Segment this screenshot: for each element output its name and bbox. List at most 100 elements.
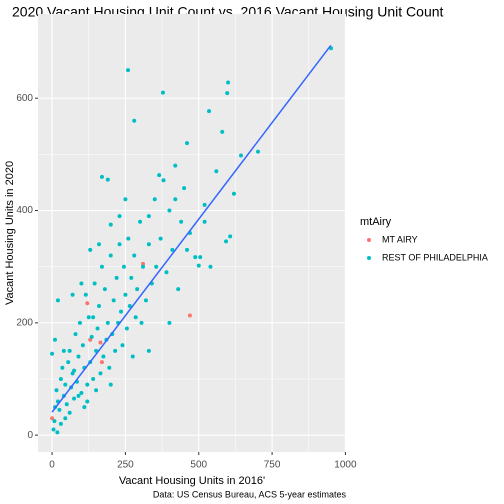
x-tick-label: 250 xyxy=(117,460,134,471)
point xyxy=(85,301,90,306)
legend-label: MT AIRY xyxy=(382,234,418,244)
point xyxy=(146,214,151,219)
y-tick-label: 0 xyxy=(27,430,33,441)
point xyxy=(196,263,201,268)
point xyxy=(193,255,198,260)
point xyxy=(202,219,207,224)
point xyxy=(85,382,90,387)
point xyxy=(143,298,148,303)
point xyxy=(164,270,169,275)
x-tick-label: 750 xyxy=(264,460,281,471)
point xyxy=(141,264,146,269)
point xyxy=(132,253,137,258)
point xyxy=(224,239,229,244)
point xyxy=(86,315,91,320)
point xyxy=(238,153,243,158)
point xyxy=(97,304,102,308)
point xyxy=(108,222,113,227)
point xyxy=(139,320,144,325)
point xyxy=(76,393,81,398)
point xyxy=(127,304,132,308)
point xyxy=(220,129,225,134)
point xyxy=(77,320,82,325)
point xyxy=(167,208,172,213)
point xyxy=(97,242,102,247)
point xyxy=(50,351,55,356)
point xyxy=(57,407,62,412)
point xyxy=(185,247,190,252)
point xyxy=(58,421,63,426)
point xyxy=(202,202,207,207)
point xyxy=(72,368,77,373)
x-tick-label: 0 xyxy=(49,460,55,471)
point xyxy=(99,264,104,269)
point xyxy=(114,275,119,280)
point xyxy=(76,354,81,359)
point xyxy=(113,348,118,353)
point xyxy=(64,402,69,407)
point xyxy=(51,427,56,432)
point xyxy=(179,219,184,224)
point xyxy=(126,236,131,241)
point xyxy=(170,247,175,252)
point xyxy=(105,177,110,182)
trend-line xyxy=(51,44,332,413)
point xyxy=(98,371,103,376)
point xyxy=(208,264,213,269)
point xyxy=(91,377,96,381)
point xyxy=(123,292,128,297)
point xyxy=(176,287,181,292)
point xyxy=(124,326,129,331)
point xyxy=(55,430,60,435)
point xyxy=(67,348,72,353)
point xyxy=(129,275,134,280)
point xyxy=(53,337,58,342)
point xyxy=(160,90,165,95)
point xyxy=(187,313,192,318)
y-axis-title: Vacant Housing Units in 2020 xyxy=(4,161,16,305)
x-axis-title: Vacant Housing Units in 2016' xyxy=(119,475,265,487)
point xyxy=(85,399,90,404)
point xyxy=(58,377,63,381)
caption: Data: US Census Bureau, ACS 5-year estim… xyxy=(153,489,347,499)
point xyxy=(226,80,231,85)
point xyxy=(161,178,166,183)
point xyxy=(158,236,163,241)
point xyxy=(198,255,203,260)
x-tick-label: 1000 xyxy=(334,460,357,471)
point xyxy=(182,186,187,191)
point xyxy=(141,261,146,266)
point xyxy=(52,419,57,424)
point xyxy=(61,348,66,353)
point xyxy=(101,354,106,359)
point xyxy=(133,315,138,320)
legend-title: mtAiry xyxy=(360,216,392,228)
point xyxy=(102,287,107,292)
point xyxy=(63,416,68,421)
point xyxy=(173,197,178,202)
point xyxy=(94,388,99,393)
point xyxy=(60,365,65,370)
point xyxy=(82,405,87,410)
point xyxy=(157,173,162,178)
point xyxy=(107,365,112,370)
point xyxy=(108,382,113,387)
point xyxy=(126,68,131,73)
point xyxy=(120,343,125,348)
point xyxy=(108,253,113,258)
point xyxy=(63,382,68,387)
point xyxy=(146,348,151,353)
point xyxy=(225,91,230,96)
y-tick-label: 200 xyxy=(16,317,33,328)
point xyxy=(167,320,172,325)
point xyxy=(79,391,84,396)
x-tick-label: 500 xyxy=(190,460,207,471)
point xyxy=(256,149,260,154)
point xyxy=(92,281,97,286)
y-tick-label: 400 xyxy=(16,205,33,216)
point xyxy=(185,141,190,146)
point xyxy=(152,197,157,202)
point xyxy=(99,360,104,365)
point xyxy=(123,197,128,202)
